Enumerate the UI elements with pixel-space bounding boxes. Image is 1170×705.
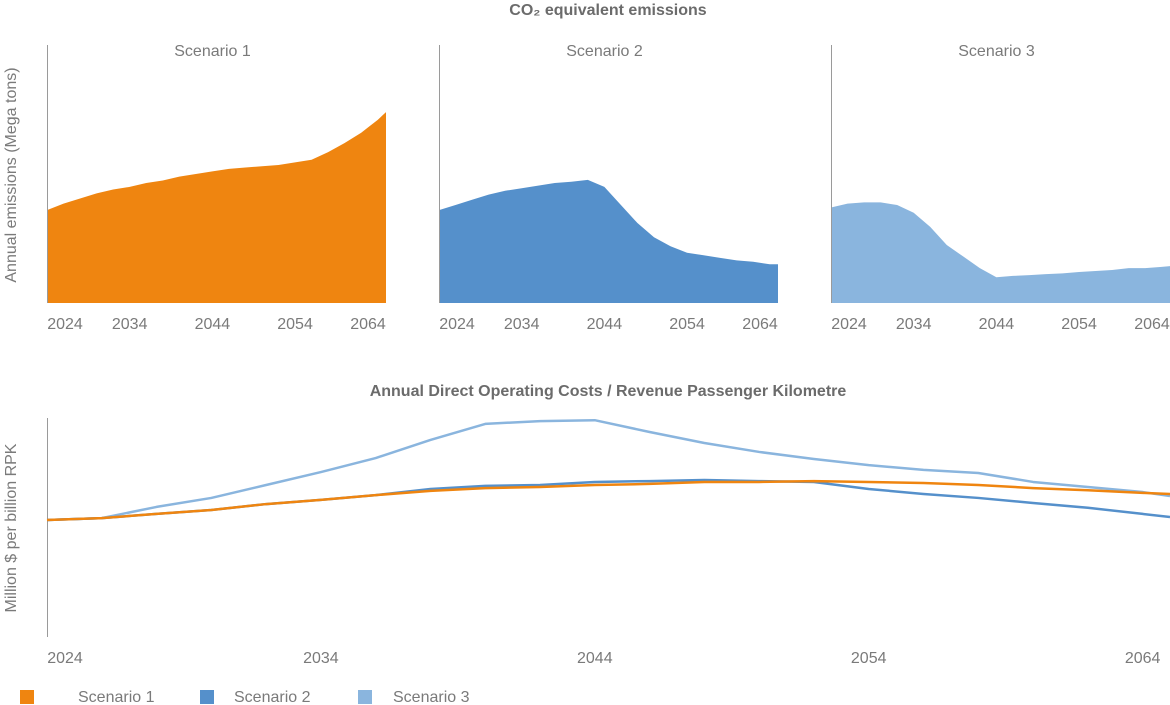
line: [46, 418, 1170, 522]
panel-title: Scenario 2: [566, 43, 643, 60]
x-tick-label: 2054: [1061, 316, 1097, 333]
x-tick-label: 2064: [1134, 316, 1170, 333]
x-tick-label: 2054: [669, 316, 705, 333]
x-tick-label: 2024: [831, 316, 867, 333]
chart-title: CO₂ equivalent emissions: [509, 2, 706, 19]
panel-title: Scenario 1: [174, 43, 251, 60]
x-tick-label: 2034: [303, 650, 339, 667]
x-tick-label: 2034: [112, 316, 148, 333]
legend-label: Scenario 3: [393, 689, 470, 705]
area: [439, 179, 778, 303]
x-tick-label: 2044: [587, 316, 623, 333]
x-tick-label: 2064: [1125, 650, 1161, 667]
x-tick-label: 2054: [277, 316, 313, 333]
x-tick-label: 2064: [742, 316, 778, 333]
legend-swatch: [200, 690, 214, 704]
y-axis-label: Annual emissions (Mega tons): [3, 67, 20, 282]
y-axis-label: Million $ per billion RPK: [3, 443, 20, 612]
x-tick-label: 2034: [504, 316, 540, 333]
legend-swatch: [20, 690, 34, 704]
x-tick-label: 2054: [851, 650, 887, 667]
chart-title: Annual Direct Operating Costs / Revenue …: [370, 383, 847, 400]
legend-swatch: [358, 690, 372, 704]
x-tick-label: 2024: [439, 316, 475, 333]
panel-title: Scenario 3: [958, 43, 1035, 60]
x-tick-label: 2024: [47, 650, 83, 667]
x-tick-label: 2034: [896, 316, 932, 333]
x-tick-label: 2064: [350, 316, 386, 333]
legend-label: Scenario 2: [234, 689, 311, 705]
x-tick-label: 2024: [47, 316, 83, 333]
x-tick-label: 2044: [195, 316, 231, 333]
x-tick-label: 2044: [979, 316, 1015, 333]
legend-label: Scenario 1: [78, 689, 155, 705]
line: [46, 479, 1170, 522]
area: [47, 112, 386, 303]
area: [831, 202, 1170, 303]
x-tick-label: 2044: [577, 650, 613, 667]
